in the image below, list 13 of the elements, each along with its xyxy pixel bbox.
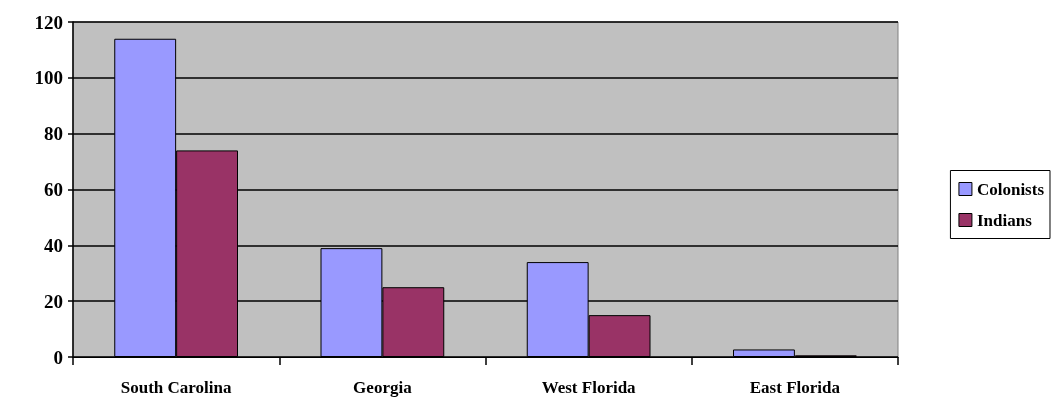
legend-label: Colonists [976, 179, 1045, 199]
y-tick-label: 20 [44, 290, 63, 312]
y-tick-label: 40 [44, 234, 63, 256]
y-tick-label: 60 [44, 179, 63, 200]
x-tick-label: South Carolina [120, 378, 232, 397]
legend-label: Indians [976, 210, 1033, 230]
x-tick-label: West Florida [541, 378, 637, 397]
x-tick-label: Georgia [353, 378, 413, 397]
y-tick-label: 120 [34, 11, 63, 33]
y-tick-label: 100 [34, 67, 63, 89]
y-tick-label: 80 [44, 123, 63, 145]
x-tick-label: East Florida [749, 378, 841, 397]
y-tick-label: 0 [53, 346, 63, 368]
